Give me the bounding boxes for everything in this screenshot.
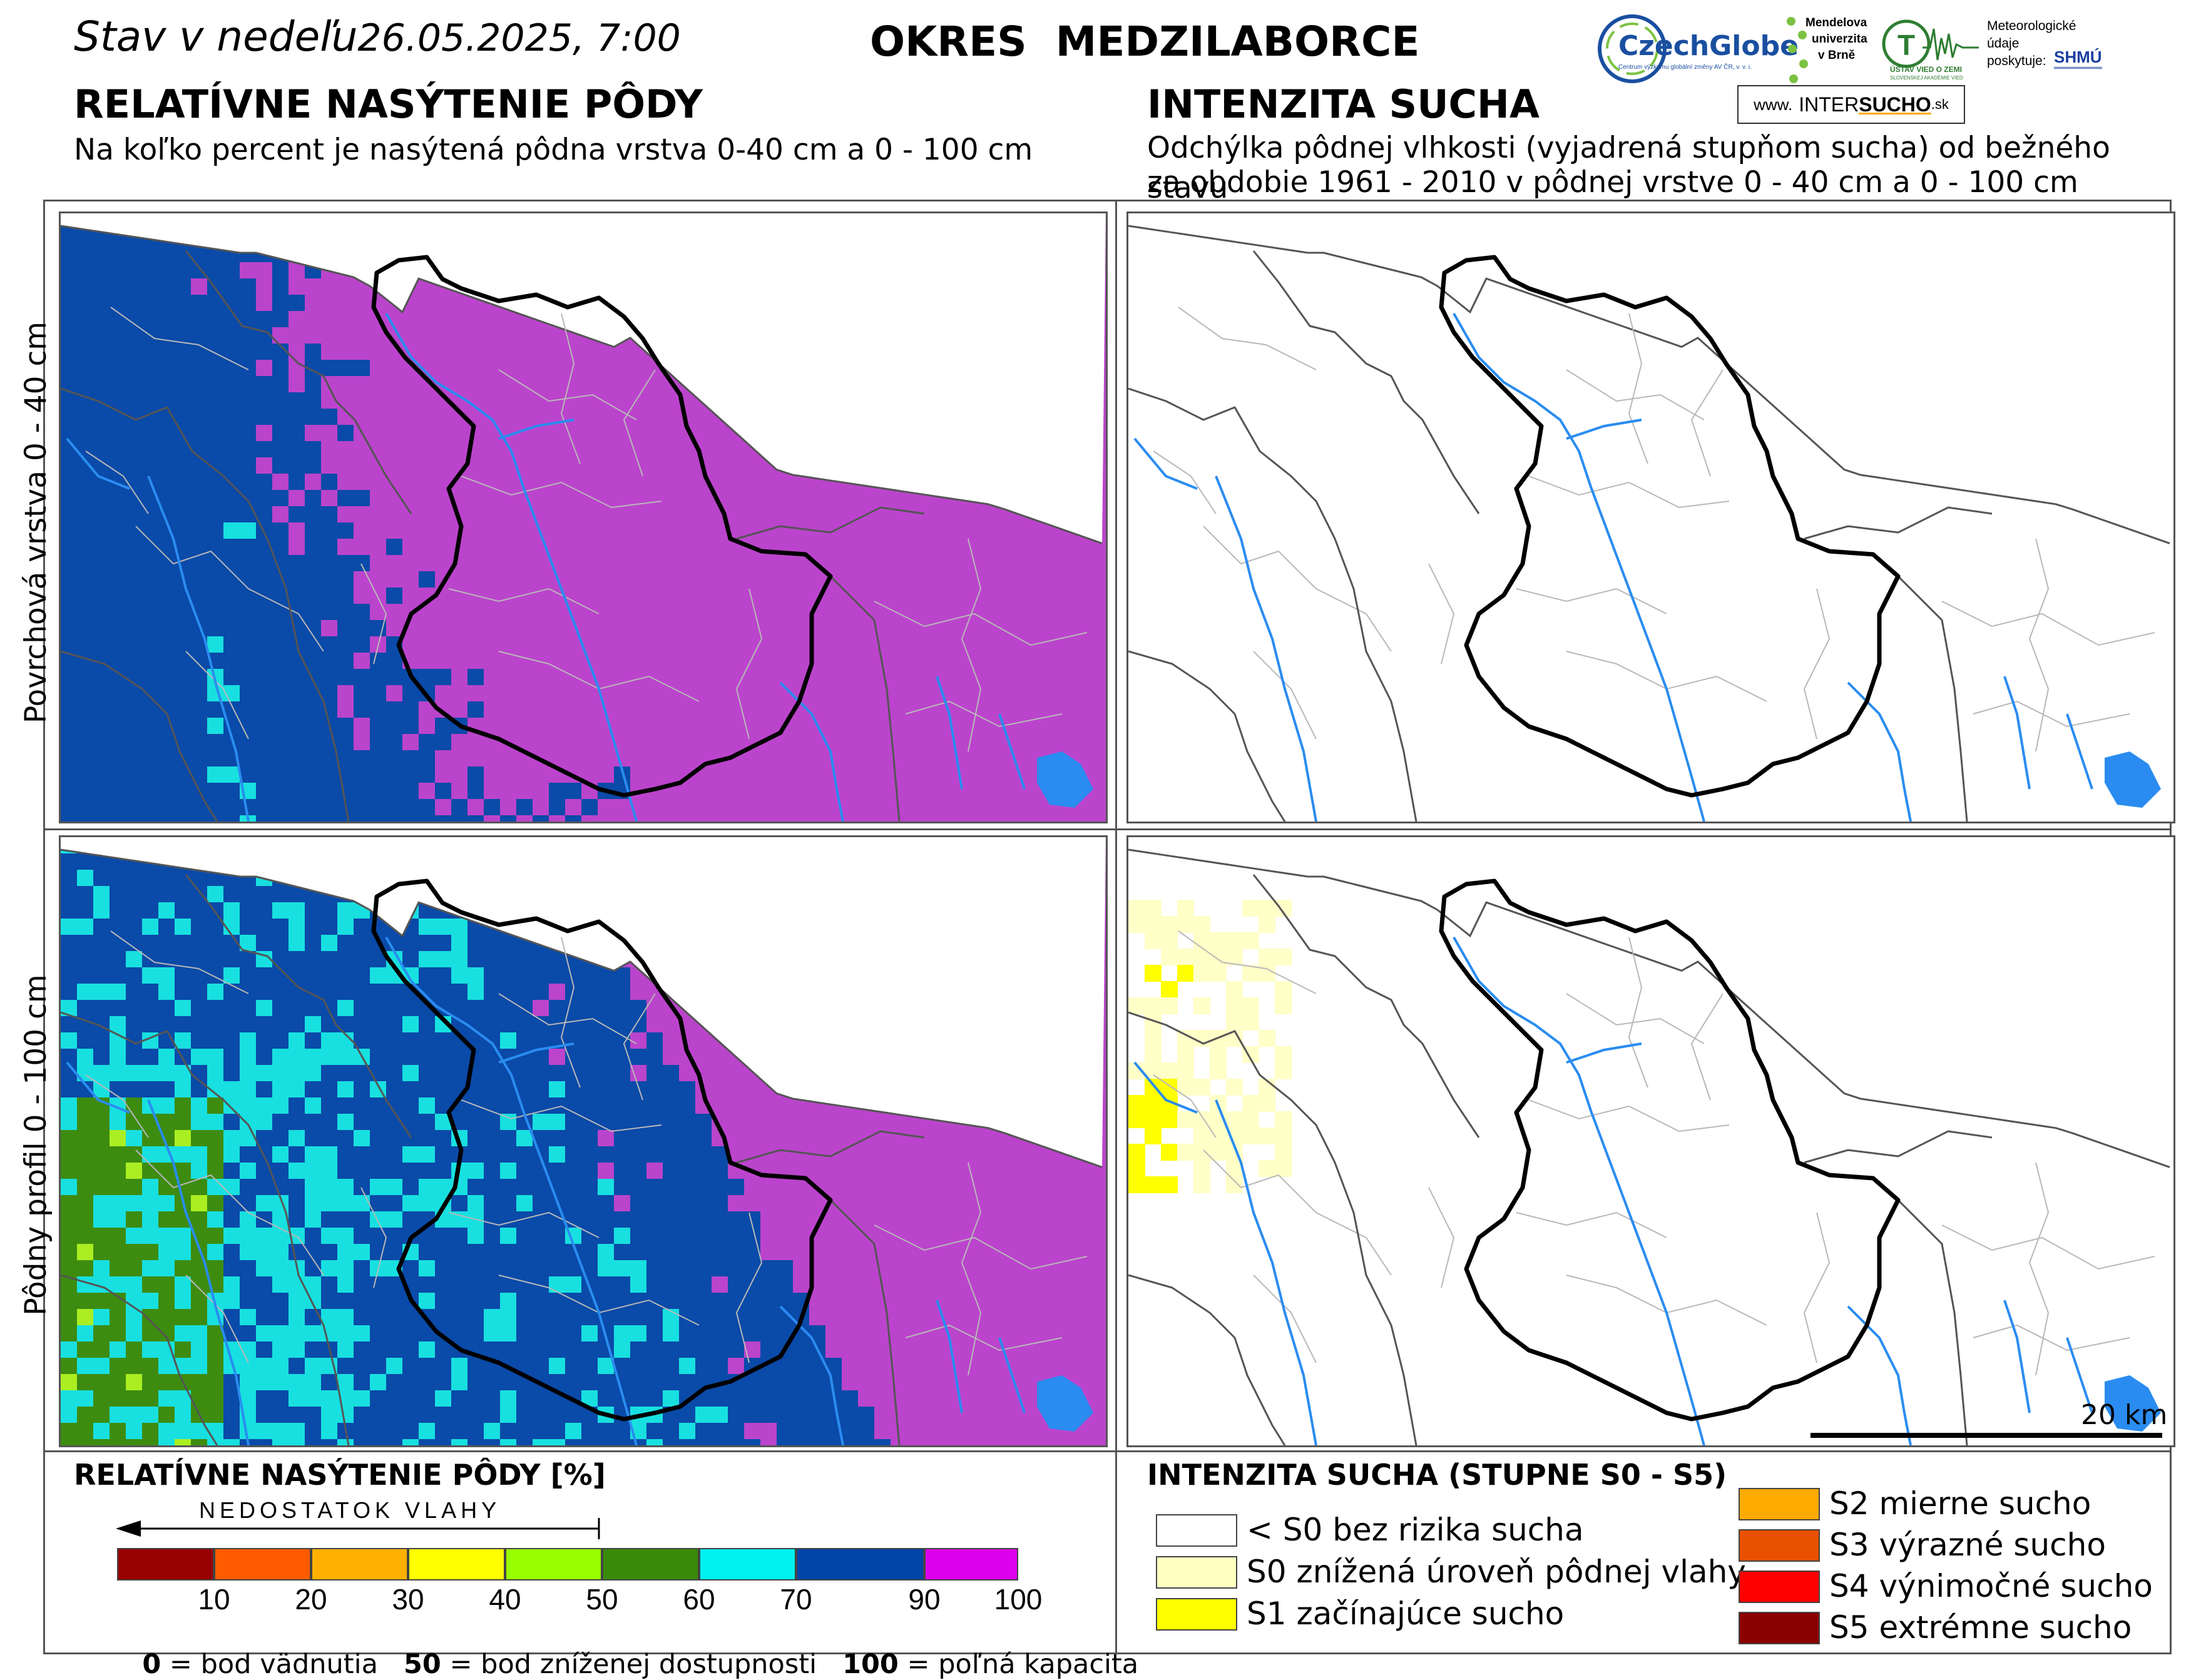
meteo-line-2: údaje: [1987, 36, 2019, 51]
uvz-subtitle: SLOVENSKEJ AKADÉMIE VIED: [1890, 75, 1963, 81]
left-subtitle: Na koľko percent je nasýtená pôdna vrstv…: [74, 130, 1033, 170]
district-title: OKRES MEDZILABORCE: [870, 18, 1420, 66]
shortage-arrow-icon: [116, 1518, 601, 1539]
drought-label: < S0 bez rizika sucha: [1247, 1512, 1584, 1548]
note-0-value: 0: [142, 1649, 161, 1680]
drought-swatch: [1156, 1556, 1237, 1589]
drought-swatch: [1739, 1529, 1820, 1562]
saturation-class-swatch: [311, 1548, 408, 1581]
saturation-notes: 0 = bod vädnutia 50 = bod zníženej dostu…: [125, 1617, 1138, 1680]
drought-swatch: [1739, 1612, 1820, 1644]
right-title: INTENZITA SUCHA: [1147, 81, 1540, 127]
row-label-bottom: Pôdny profil 0 - 100 cm: [19, 845, 56, 1445]
note-50-value: 50: [404, 1649, 441, 1680]
saturation-color-bar: [117, 1548, 1018, 1581]
saturation-legend-title: RELATÍVNE NASÝTENIE PÔDY [%]: [74, 1458, 606, 1492]
www-sucho: SUCHO: [1859, 93, 1931, 116]
legend-divider: [43, 1450, 2172, 1452]
czechglobe-subtitle: Centrum výzkumu globální změny AV ČR, v.…: [1618, 64, 1752, 71]
drought-label: S0 znížená úroveň pôdnej vlahy: [1247, 1554, 1746, 1590]
logo-bar: CzechGlobe Centrum výzkumu globální změn…: [1596, 11, 2184, 124]
note-100-value: 100: [842, 1649, 899, 1680]
note-50-text: = bod zníženej dostupnosti: [441, 1649, 817, 1680]
www-inter: INTER: [1799, 93, 1859, 116]
uvz-name: ÚSTAV VIED O ZEMI: [1890, 65, 1962, 74]
drought-label: S3 výrazné sucho: [1829, 1527, 2106, 1563]
scale-bar-label: 20 km: [2081, 1399, 2167, 1431]
www-suffix: .sk: [1931, 96, 1949, 113]
www-prefix: www.: [1754, 95, 1792, 115]
saturation-class-swatch: [924, 1548, 1018, 1581]
saturation-tick-label: 60: [661, 1582, 737, 1616]
saturation-class-swatch: [117, 1548, 214, 1581]
drought-legend-title: INTENZITA SUCHA (STUPNE S0 - S5): [1147, 1458, 1727, 1492]
mendel-line-3: v Brně: [1818, 49, 1855, 63]
date-value: 26.05.2025, 7:00: [357, 16, 680, 60]
scale-bar: [1810, 1433, 2162, 1438]
drought-label: S4 výnimočné sucho: [1829, 1568, 2153, 1604]
date-line: Stav v nedeľu26.05.2025, 7:00: [74, 13, 681, 61]
map-drought-top: [1126, 211, 2175, 823]
saturation-tick-label: 70: [758, 1582, 834, 1616]
czechglobe-name: CzechGlobe: [1618, 30, 1799, 62]
saturation-class-swatch: [408, 1548, 505, 1581]
row-label-top: Povrchová vrstva 0 - 40 cm: [19, 222, 56, 823]
saturation-tick-label: 40: [467, 1582, 543, 1616]
drought-label: S2 mierne sucho: [1829, 1485, 2091, 1522]
horizontal-divider: [43, 828, 2172, 830]
saturation-tick-label: 30: [370, 1582, 446, 1616]
saturation-class-swatch: [796, 1548, 924, 1581]
vertical-divider: [1115, 200, 1117, 1654]
svg-text:T: T: [1897, 29, 1915, 61]
drought-swatch: [1739, 1571, 1820, 1603]
saturation-class-swatch: [699, 1548, 796, 1581]
map-saturation-bottom: [59, 835, 1108, 1447]
saturation-tick-label: 10: [176, 1582, 252, 1616]
right-subtitle-line-2: za obdobie 1961 - 2010 v pôdnej vrstve 0…: [1147, 163, 2078, 203]
saturation-class-swatch: [214, 1548, 311, 1581]
map-saturation-top: [59, 211, 1108, 823]
note-100-text: = poľná kapacita: [899, 1649, 1138, 1680]
mendel-line-2: univerzita: [1812, 33, 1867, 46]
meteo-line-1: Meteorologické: [1987, 19, 2076, 34]
mendel-line-1: Mendelova: [1805, 16, 1867, 30]
saturation-class-swatch: [602, 1548, 699, 1581]
drought-swatch: [1156, 1598, 1237, 1631]
map-drought-bottom: [1126, 835, 2175, 1447]
saturation-tick-label: 50: [564, 1582, 640, 1616]
meteo-line-3: poskytuje:: [1987, 54, 2046, 69]
drought-label: S1 začínajúce sucho: [1247, 1596, 1564, 1632]
saturation-tick-label: 90: [887, 1582, 962, 1616]
saturation-tick-label: 100: [981, 1582, 1056, 1616]
note-0-text: = bod vädnutia: [161, 1649, 378, 1680]
drought-swatch: [1739, 1488, 1820, 1520]
saturation-tick-label: 20: [273, 1582, 349, 1616]
saturation-class-swatch: [505, 1548, 602, 1581]
drought-label: S5 extrémne sucho: [1829, 1609, 2132, 1646]
shmu-logo: SHMÚ: [2054, 48, 2102, 69]
date-prefix: Stav v nedeľu: [74, 13, 357, 61]
drought-swatch: [1156, 1514, 1237, 1547]
left-title: RELATÍVNE NASÝTENIE PÔDY: [74, 81, 703, 127]
